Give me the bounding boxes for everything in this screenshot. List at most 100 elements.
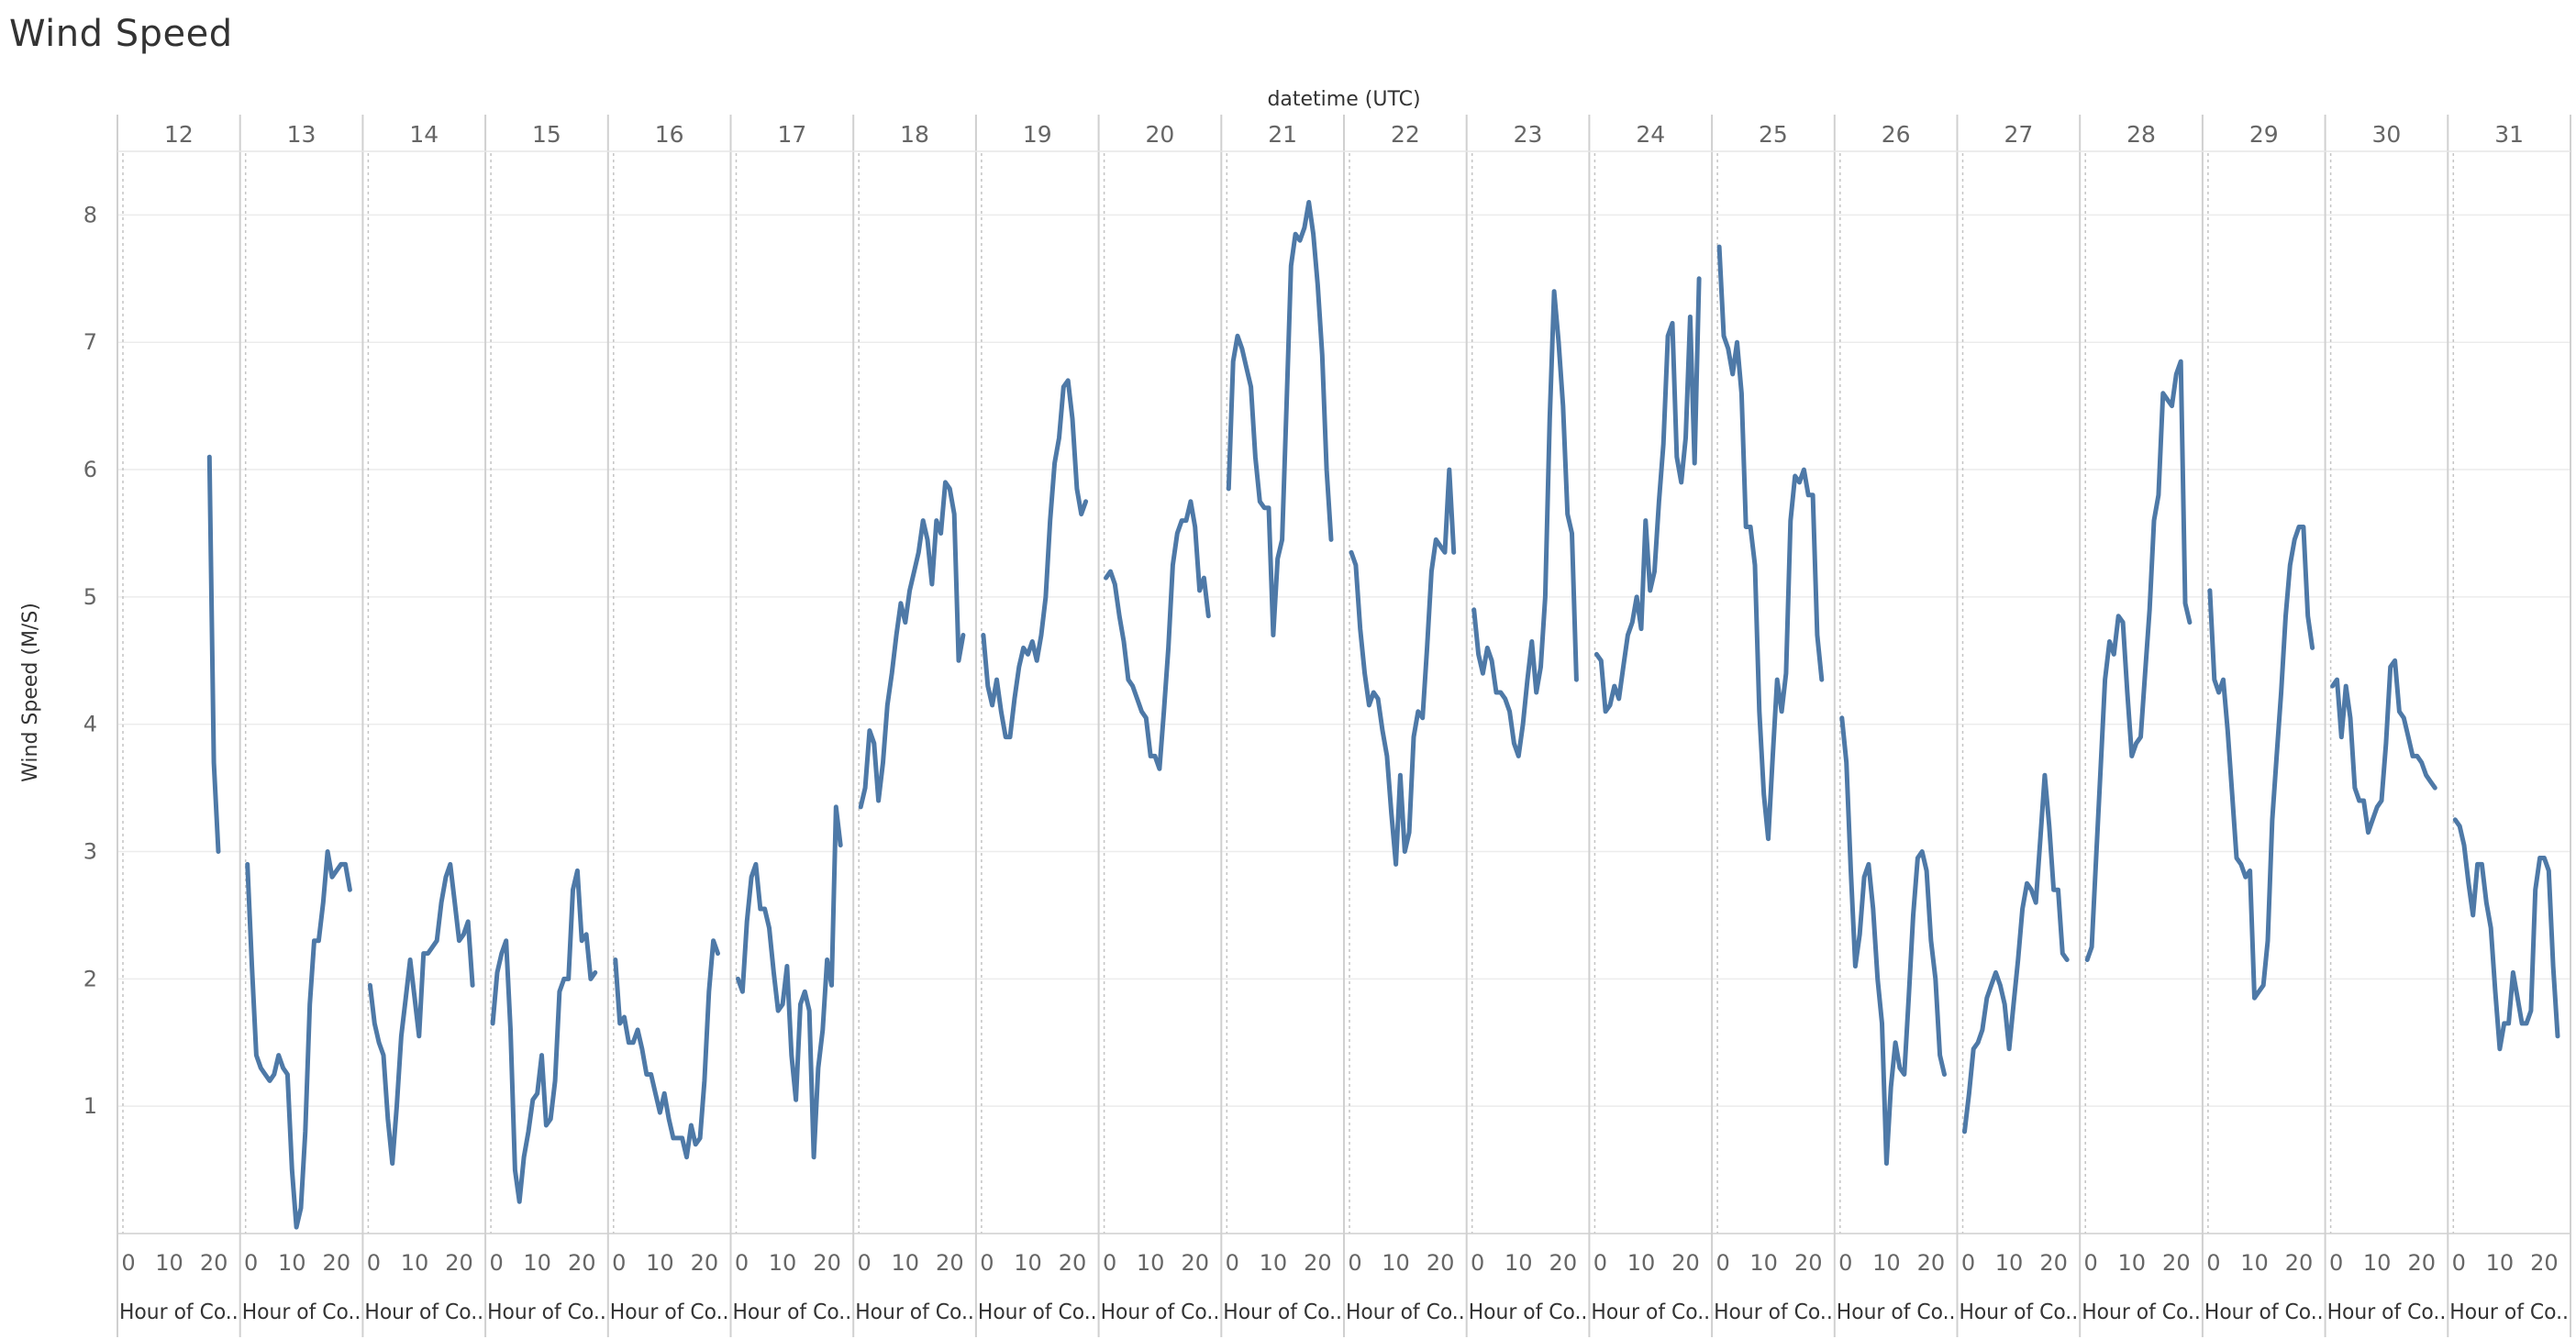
x-tick-label: 10 [646, 1250, 674, 1276]
panel-header-label: 26 [1882, 121, 1911, 148]
x-tick-label: 0 [244, 1250, 258, 1276]
x-tick-label: 10 [1137, 1250, 1165, 1276]
y-axis-label: Wind Speed (M/S) [19, 603, 42, 782]
series-line-day-12 [206, 454, 221, 854]
x-tick-label: 20 [1549, 1250, 1578, 1276]
y-tick-label: 7 [83, 329, 97, 355]
panel-header-label: 19 [1023, 121, 1052, 148]
series-line-day-25 [1716, 244, 1825, 842]
y-tick-label: 2 [83, 966, 97, 991]
series-line-day-21 [1226, 200, 1334, 637]
x-tick-label: 10 [891, 1250, 919, 1276]
y-tick-label: 8 [83, 202, 97, 227]
panel-header-label: 17 [777, 121, 806, 148]
x-tick-label: 0 [367, 1250, 381, 1276]
x-tick-label: 20 [1181, 1250, 1209, 1276]
panel-header-label: 16 [655, 121, 684, 148]
x-tick-label: 20 [2039, 1250, 2068, 1276]
x-tick-label: 0 [858, 1250, 872, 1276]
x-tick-label: 10 [1872, 1250, 1901, 1276]
x-axis-label: Hour of Co.. [733, 1300, 852, 1324]
panel-header-label: 23 [1514, 121, 1543, 148]
x-tick-label: 0 [1838, 1250, 1852, 1276]
series-line-day-31 [2452, 817, 2560, 1052]
x-axis-label: Hour of Co.. [2204, 1300, 2324, 1324]
x-tick-label: 10 [1382, 1250, 1410, 1276]
x-tick-label: 20 [2407, 1250, 2436, 1276]
x-tick-label: 20 [2285, 1250, 2314, 1276]
x-tick-label: 10 [2240, 1250, 2269, 1276]
panel-header-label: 14 [409, 121, 439, 148]
x-tick-label: 10 [1995, 1250, 2024, 1276]
series-line-day-15 [490, 868, 598, 1204]
series-lines [206, 200, 2560, 1230]
series-line-day-14 [367, 861, 475, 1167]
x-tick-label: 0 [121, 1250, 135, 1276]
x-axis-label: Hour of Co.. [364, 1300, 483, 1324]
x-tick-label: 10 [1627, 1250, 1656, 1276]
x-tick-label: 20 [813, 1250, 841, 1276]
panel-header-label: 13 [287, 121, 316, 148]
x-tick-label: 0 [2452, 1250, 2466, 1276]
x-tick-label: 10 [1014, 1250, 1042, 1276]
x-axis-label: Hour of Co.. [1101, 1300, 1220, 1324]
x-tick-label: 0 [2084, 1250, 2098, 1276]
x-tick-label: 20 [2162, 1250, 2191, 1276]
panel-header-label: 25 [1759, 121, 1788, 148]
panel-header-label: 28 [2126, 121, 2156, 148]
series-line-day-27 [1962, 772, 2070, 1134]
header-axis-label: datetime (UTC) [1267, 88, 1420, 111]
x-tick-label: 20 [568, 1250, 596, 1276]
series-line-day-28 [2084, 359, 2193, 962]
y-tick-label: 1 [83, 1093, 97, 1119]
x-tick-label: 0 [2206, 1250, 2220, 1276]
x-tick-label: 20 [1059, 1250, 1087, 1276]
panel-header-label: 27 [2004, 121, 2033, 148]
y-tick-label: 5 [83, 584, 97, 610]
x-tick-label: 0 [1715, 1250, 1729, 1276]
series-line-day-26 [1839, 715, 1947, 1167]
x-tick-label: 0 [1226, 1250, 1239, 1276]
x-axis-label: Hour of Co.. [1223, 1300, 1342, 1324]
x-axis-label: Hour of Co.. [610, 1300, 729, 1324]
x-tick-label: 10 [401, 1250, 429, 1276]
x-tick-label: 20 [445, 1250, 473, 1276]
x-tick-label: 10 [769, 1250, 797, 1276]
x-tick-label: 0 [2329, 1250, 2343, 1276]
panel-header-label: 31 [2494, 121, 2524, 148]
y-tick-label: 6 [83, 457, 97, 482]
series-line-day-16 [613, 938, 720, 1160]
panel-header-label: 22 [1391, 121, 1420, 148]
x-tick-label: 10 [1749, 1250, 1778, 1276]
series-line-day-18 [858, 480, 966, 810]
x-axis-label: Hour of Co.. [2449, 1300, 2569, 1324]
panel-header-label: 18 [900, 121, 929, 148]
x-tick-label: 20 [1917, 1250, 1946, 1276]
panel-header-label: 24 [1636, 121, 1665, 148]
y-tick-label: 4 [83, 712, 97, 737]
x-tick-label: 0 [980, 1250, 994, 1276]
x-tick-label: 0 [1961, 1250, 1975, 1276]
panel-header-label: 20 [1146, 121, 1175, 148]
series-line-day-19 [981, 378, 1089, 740]
x-axis-label: Hour of Co.. [2082, 1300, 2201, 1324]
x-axis-label: Hour of Co.. [1469, 1300, 1588, 1324]
x-tick-label: 20 [1427, 1250, 1455, 1276]
x-axis-label: Hour of Co.. [242, 1300, 361, 1324]
series-line-day-20 [1104, 499, 1211, 771]
x-axis-label: Hour of Co.. [2327, 1300, 2447, 1324]
x-tick-label: 0 [1348, 1250, 1361, 1276]
x-tick-label: 0 [735, 1250, 749, 1276]
y-tick-label: 3 [83, 839, 97, 865]
x-tick-label: 10 [278, 1250, 306, 1276]
series-line-day-30 [2330, 658, 2437, 835]
x-tick-label: 20 [936, 1250, 964, 1276]
x-axis-label: Hour of Co.. [1591, 1300, 1710, 1324]
x-tick-label: 20 [1304, 1250, 1332, 1276]
x-tick-label: 0 [612, 1250, 626, 1276]
x-tick-label: 20 [2530, 1250, 2559, 1276]
x-tick-label: 0 [1103, 1250, 1116, 1276]
x-tick-label: 20 [691, 1250, 719, 1276]
